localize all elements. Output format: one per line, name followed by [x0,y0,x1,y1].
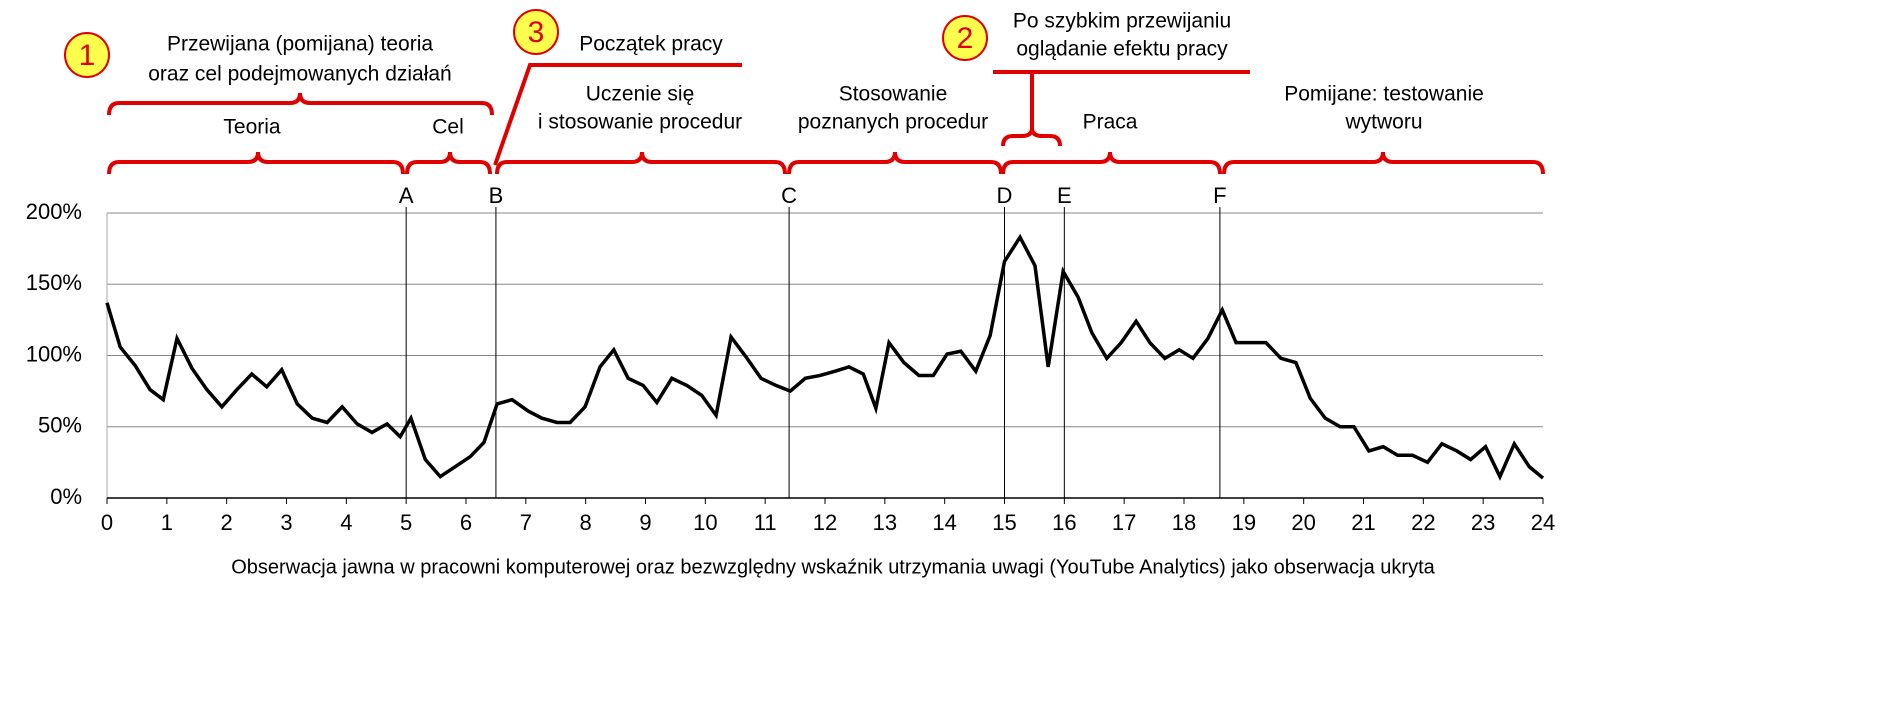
brace [787,151,1003,175]
x-axis-label: Obserwacja jawna w pracowni komputerowej… [231,556,1435,578]
y-tick-label: 100% [26,341,82,366]
pointer-line [493,63,742,166]
x-tick-label: 3 [280,510,292,535]
annotation: Cel [432,116,464,139]
y-tick-label: 150% [26,270,82,295]
badge-label: 3 [528,16,545,49]
x-tick-label: 1 [161,510,173,535]
x-tick-label: 15 [992,510,1016,535]
x-tick-label: 17 [1112,510,1136,535]
data-line [105,233,1545,481]
x-tick-label: 11 [754,510,777,535]
annotation: Pomijane: testowanie [1284,83,1484,106]
x-tick-label: 2 [221,510,233,535]
y-tick-label: 0% [50,484,82,509]
marker-label: A [399,183,414,208]
brace [405,151,492,175]
annotation: Po szybkim przewijaniu [1013,10,1231,33]
pointer-line [993,70,1250,132]
marker-label: D [997,183,1013,208]
x-tick-label: 5 [400,510,412,535]
brace [107,151,405,175]
annotation: Teoria [223,116,281,139]
x-tick-label: 12 [813,510,837,535]
x-tick-label: 10 [693,510,717,535]
x-tick-label: 23 [1471,510,1495,535]
x-tick-label: 6 [460,510,472,535]
annotation: wytworu [1344,111,1422,134]
marker-label: B [489,183,504,208]
annotation: Początek pracy [579,33,723,56]
annotation: oglądanie efektu pracy [1016,38,1228,61]
annotation: Stosowanie [839,83,948,106]
brace [107,92,494,116]
marker-label: E [1057,183,1072,208]
x-tick-label: 9 [639,510,651,535]
x-tick-label: 16 [1052,510,1076,535]
badge: 2 [942,15,988,61]
x-tick-label: 0 [101,510,113,535]
annotation: oraz cel podejmowanych działań [148,63,452,86]
annotation: Praca [1083,111,1138,134]
x-tick-label: 21 [1351,510,1375,535]
annotation: poznanych procedur [798,111,988,134]
y-tick-label: 50% [38,413,82,438]
x-tick-label: 20 [1291,510,1315,535]
brace [1222,151,1545,175]
x-tick-label: 13 [873,510,897,535]
badge-label: 2 [957,22,974,55]
marker-label: C [781,183,797,208]
brace [495,151,787,175]
x-tick-label: 18 [1172,510,1196,535]
x-tick-label: 4 [340,510,352,535]
annotation: Uczenie się [586,83,695,106]
badge-label: 1 [79,39,96,72]
y-tick-label: 200% [26,199,82,224]
x-tick-label: 22 [1411,510,1435,535]
x-tick-label: 19 [1232,510,1256,535]
badge: 1 [64,32,110,78]
badge: 3 [513,9,559,55]
x-tick-label: 8 [580,510,592,535]
brace [1001,127,1062,147]
annotation: i stosowanie procedur [538,111,742,134]
x-tick-label: 7 [520,510,532,535]
annotation: Przewijana (pomijana) teoria [167,33,433,56]
x-tick-label: 24 [1531,510,1555,535]
x-tick-label: 14 [932,510,956,535]
marker-label: F [1213,183,1226,208]
brace [1001,151,1222,175]
